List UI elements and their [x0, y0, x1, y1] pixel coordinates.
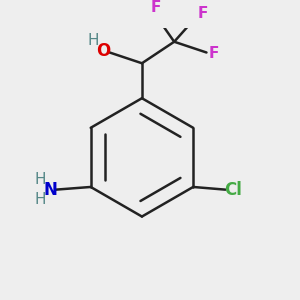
- Text: O: O: [96, 42, 110, 60]
- Text: F: F: [198, 6, 208, 21]
- Text: F: F: [209, 46, 219, 61]
- Text: H: H: [35, 172, 46, 187]
- Text: F: F: [150, 0, 161, 15]
- Text: N: N: [44, 181, 58, 199]
- Text: H: H: [35, 192, 46, 207]
- Text: H: H: [88, 33, 99, 48]
- Text: Cl: Cl: [224, 181, 242, 199]
